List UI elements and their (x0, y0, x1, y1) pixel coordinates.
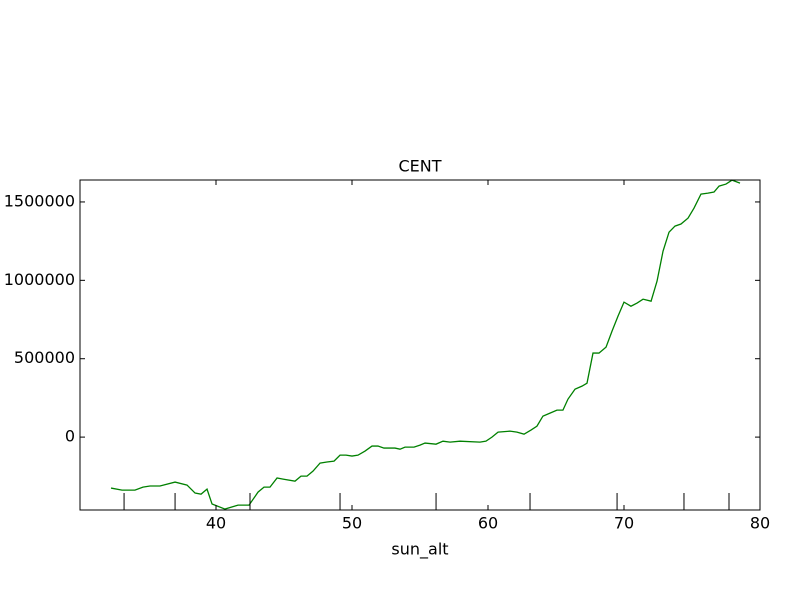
x-tick-label: 70 (614, 514, 634, 533)
axes-frame (79, 179, 761, 511)
plot-area (110, 179, 741, 510)
chart-title: CENT (398, 157, 441, 176)
x-axis-label: sun_alt (391, 540, 448, 560)
y-tick-label: 0 (65, 427, 75, 446)
x-tick-label: 60 (478, 514, 498, 533)
y-tick-label: 1500000 (4, 191, 75, 210)
x-tick-label: 80 (750, 514, 770, 533)
x-tick-label: 40 (206, 514, 226, 533)
x-tick-label: 50 (342, 514, 362, 533)
y-tick-label: 500000 (14, 348, 75, 367)
data-line (110, 179, 741, 510)
y-tick-label: 1000000 (4, 270, 75, 289)
